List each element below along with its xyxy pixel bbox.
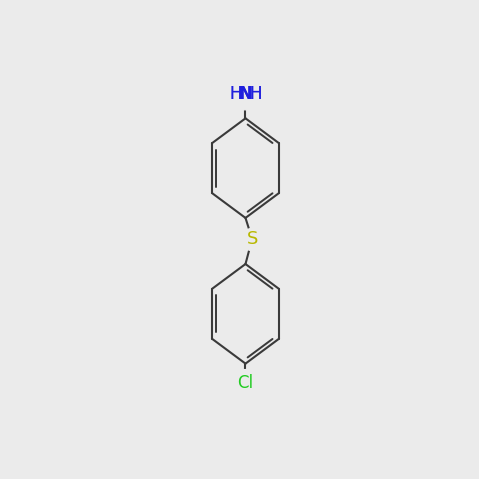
Text: N: N <box>239 85 252 103</box>
Text: S: S <box>246 230 258 248</box>
Text: N: N <box>239 85 252 103</box>
Text: H: H <box>229 85 242 103</box>
Text: H: H <box>249 85 262 103</box>
Text: Cl: Cl <box>238 374 253 392</box>
Text: H: H <box>229 85 242 103</box>
Text: H: H <box>249 85 262 103</box>
